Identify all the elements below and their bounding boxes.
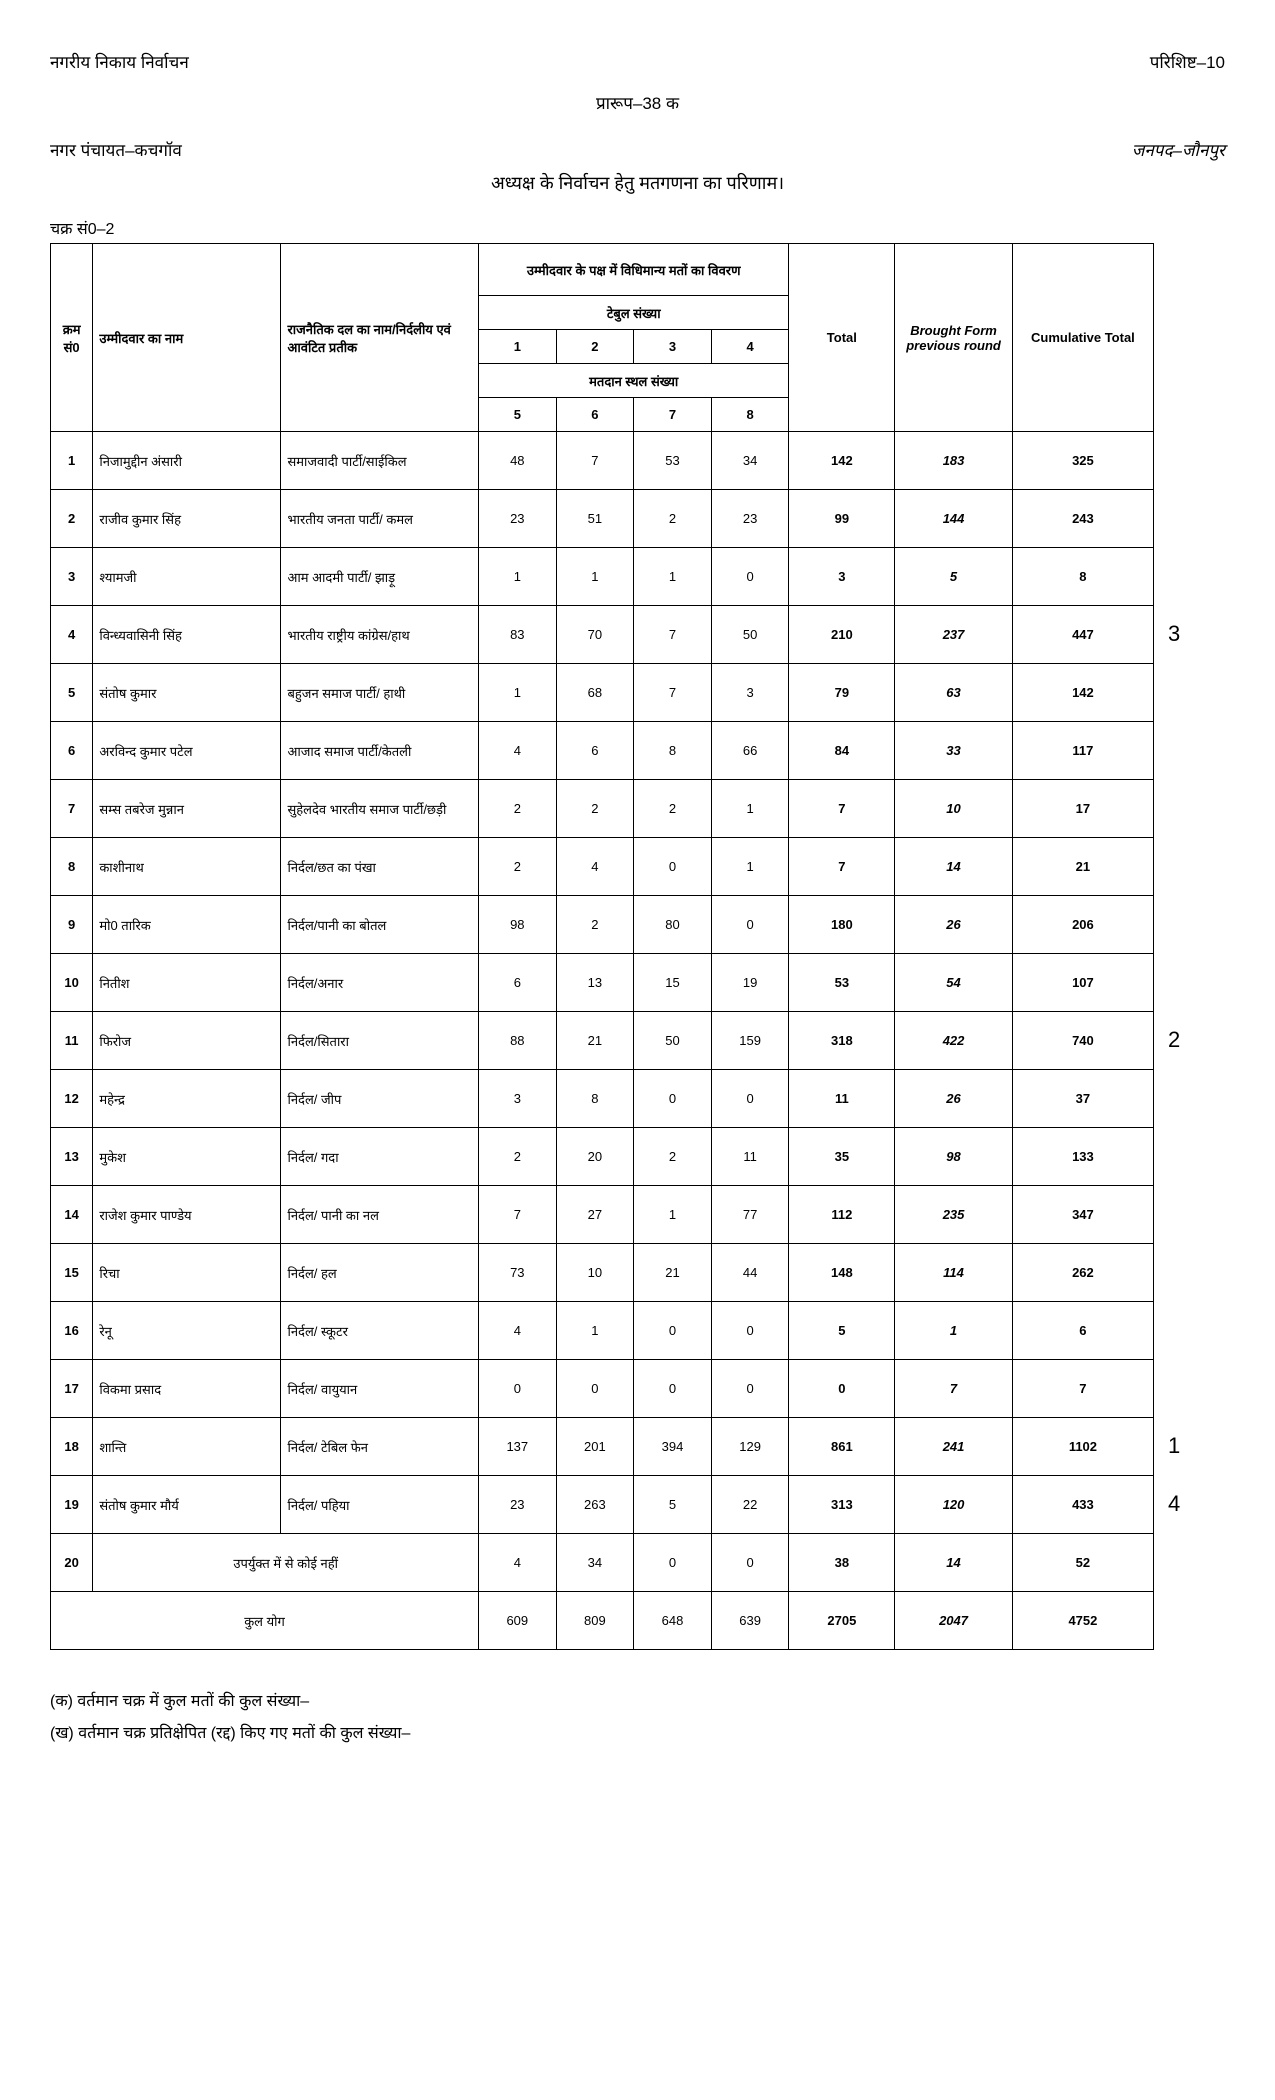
rank-badge: 4: [1168, 1475, 1200, 1533]
col-total: Total: [789, 244, 895, 432]
footer-note-b: (ख) वर्तमान चक्र प्रतिक्षेपित (रद्द) किए…: [50, 1718, 1225, 1750]
col-t4: 4: [711, 330, 789, 364]
election-title: नगरीय निकाय निर्वाचन: [50, 50, 189, 73]
nota-row: 20उपर्युक्त में से कोई नहीं43400381452: [51, 1534, 1154, 1592]
rank-badge: [1168, 837, 1200, 895]
col-candidate: उम्मीदवार का नाम: [93, 244, 281, 432]
rank-badge: [1168, 779, 1200, 837]
col-t1: 1: [479, 330, 557, 364]
rank-badge: [1168, 1127, 1200, 1185]
table-row: 16रेनूनिर्दल/ स्कूटर4100516: [51, 1302, 1154, 1360]
district-name: जनपद–जौनपुर: [1132, 138, 1225, 161]
round-label: चक्र सं0–2: [50, 217, 1225, 239]
rank-badge: [1168, 1301, 1200, 1359]
appendix-label: परिशिष्ट–10: [1150, 50, 1225, 73]
results-table: क्रम सं0 उम्मीदवार का नाम राजनैतिक दल का…: [50, 243, 1154, 1650]
table-row: 13मुकेशनिर्दल/ गदा2202113598133: [51, 1128, 1154, 1186]
table-row: 10नितीशनिर्दल/अनार61315195354107: [51, 954, 1154, 1012]
rank-badge: [1168, 663, 1200, 721]
rank-badge: [1168, 1359, 1200, 1417]
table-row: 17विकमा प्रसादनिर्दल/ वायुयान0000077: [51, 1360, 1154, 1418]
rank-badge: [1168, 1069, 1200, 1127]
table-row: 14राजेश कुमार पाण्डेयनिर्दल/ पानी का नल7…: [51, 1186, 1154, 1244]
rank-badge: 2: [1168, 1011, 1200, 1069]
total-row: कुल योग609809648639270520474752: [51, 1592, 1154, 1650]
table-row: 12महेन्द्रनिर्दल/ जीप3800112637: [51, 1070, 1154, 1128]
rank-badge: [1168, 489, 1200, 547]
rank-badge: 3: [1168, 605, 1200, 663]
rank-badge: 1: [1168, 1417, 1200, 1475]
table-row: 18शान्तिनिर्दल/ टेबिल फेन137201394129861…: [51, 1418, 1154, 1476]
col-sn: क्रम सं0: [51, 244, 93, 432]
table-row: 1निजामुद्दीन अंसारीसमाजवादी पार्टी/साईकि…: [51, 432, 1154, 490]
table-row: 11फिरोजनिर्दल/सितारा882150159318422740: [51, 1012, 1154, 1070]
rank-badge: [1168, 547, 1200, 605]
rank-badge: [1168, 1243, 1200, 1301]
rank-badge: [1168, 431, 1200, 489]
table-row: 4विन्ध्यवासिनी सिंहभारतीय राष्ट्रीय कांग…: [51, 606, 1154, 664]
table-row: 7सम्स तबरेज मुन्नानसुहेलदेव भारतीय समाज …: [51, 780, 1154, 838]
table-row: 3श्यामजीआम आदमी पार्टी/ झाड़ू1110358: [51, 548, 1154, 606]
col-b2: 6: [556, 398, 634, 432]
footer-note-a: (क) वर्तमान चक्र में कुल मतों की कुल संख…: [50, 1686, 1225, 1718]
col-cumulative: Cumulative Total: [1012, 244, 1153, 432]
rank-badge: [1168, 721, 1200, 779]
table-row: 19संतोष कुमार मौर्यनिर्दल/ पहिया23263522…: [51, 1476, 1154, 1534]
form-label: प्रारूप–38 क: [50, 91, 1225, 114]
col-b3: 7: [634, 398, 712, 432]
table-row: 6अरविन्द कुमार पटेलआजाद समाज पार्टी/केतल…: [51, 722, 1154, 780]
table-row: 5संतोष कुमारबहुजन समाज पार्टी/ हाथी16873…: [51, 664, 1154, 722]
rank-badge: [1168, 953, 1200, 1011]
main-title: अध्यक्ष के निर्वाचन हेतु मतगणना का परिणा…: [50, 171, 1225, 195]
col-party: राजनैतिक दल का नाम/निर्दलीय एवं आवंटित प…: [281, 244, 479, 432]
table-row: 15रिचानिर्दल/ हल73102144148114262: [51, 1244, 1154, 1302]
table-row: 8काशीनाथनिर्दल/छत का पंखा240171421: [51, 838, 1154, 896]
col-t3: 3: [634, 330, 712, 364]
col-prev: Brought Form previous round: [895, 244, 1013, 432]
col-b4: 8: [711, 398, 789, 432]
col-votes-header: उम्मीदवार के पक्ष में विधिमान्य मतों का …: [479, 244, 789, 296]
panchayat-name: नगर पंचायत–कचगॉव: [50, 138, 182, 161]
col-b1: 5: [479, 398, 557, 432]
table-row: 2राजीव कुमार सिंहभारतीय जनता पार्टी/ कमल…: [51, 490, 1154, 548]
table-row: 9मो0 तारिकनिर्दल/पानी का बोतल98280018026…: [51, 896, 1154, 954]
col-t2: 2: [556, 330, 634, 364]
rank-column: 3 2 14: [1154, 243, 1200, 1533]
col-booth-no: मतदान स्थल संख्या: [479, 364, 789, 398]
col-table-no: टेबुल संख्या: [479, 296, 789, 330]
rank-badge: [1168, 895, 1200, 953]
rank-badge: [1168, 1185, 1200, 1243]
